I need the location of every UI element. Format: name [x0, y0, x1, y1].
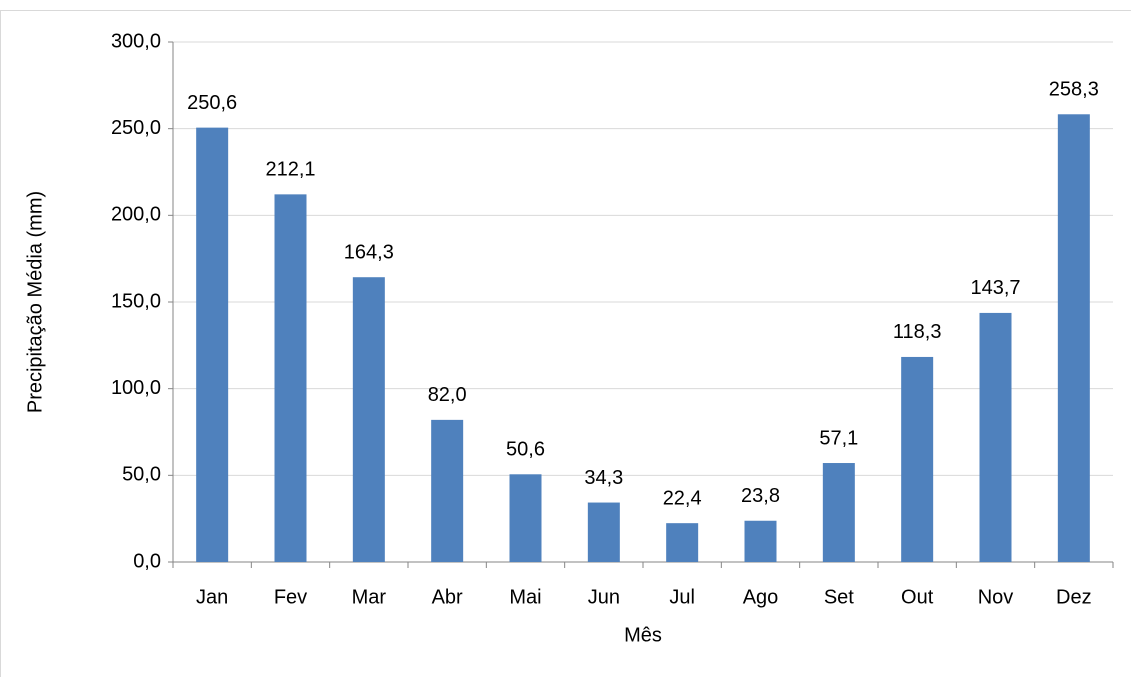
y-tick-label: 100,0 [111, 377, 161, 399]
x-tick-label: Dez [1056, 586, 1092, 608]
y-tick-label: 250,0 [111, 117, 161, 139]
bar [744, 520, 777, 562]
y-axis-title: Precipitação Média (mm) [24, 191, 46, 413]
data-label: 23,8 [741, 485, 780, 507]
chart-border [0, 10, 1131, 677]
x-tick-label: Out [901, 586, 934, 608]
data-label: 57,1 [819, 427, 858, 449]
bar [666, 523, 699, 562]
bar [352, 277, 385, 562]
data-label: 50,6 [506, 439, 545, 461]
bar [822, 463, 855, 562]
bar [901, 356, 934, 562]
data-label: 22,4 [663, 487, 702, 509]
data-label: 164,3 [344, 241, 394, 263]
data-label: 34,3 [584, 467, 623, 489]
data-label: 258,3 [1049, 79, 1099, 101]
y-tick-label: 50,0 [122, 464, 161, 486]
bar [979, 312, 1012, 562]
data-label: 82,0 [428, 384, 467, 406]
bar [196, 127, 229, 563]
x-tick-label: Ago [743, 586, 779, 608]
y-tick-label: 300,0 [111, 30, 161, 52]
x-tick-label: Abr [432, 586, 463, 608]
bar [274, 194, 307, 563]
x-tick-label: Fev [274, 586, 307, 608]
bar [509, 474, 542, 562]
data-label: 143,7 [970, 277, 1020, 299]
x-axis-title: Mês [624, 624, 662, 646]
y-tick-label: 200,0 [111, 204, 161, 226]
x-tick-label: Mar [352, 586, 387, 608]
x-tick-label: Jul [669, 586, 695, 608]
data-label: 250,6 [187, 92, 237, 114]
x-tick-label: Nov [978, 586, 1014, 608]
bar [431, 419, 464, 562]
data-label: 212,1 [265, 159, 315, 181]
bar [587, 502, 620, 562]
x-tick-label: Set [824, 586, 854, 608]
data-label: 118,3 [893, 321, 942, 343]
x-tick-label: Jan [196, 586, 228, 608]
x-tick-label: Jun [588, 586, 620, 608]
bar [1057, 114, 1090, 562]
y-tick-label: 150,0 [111, 290, 161, 312]
y-tick-label: 0,0 [133, 550, 161, 572]
x-tick-label: Mai [509, 586, 541, 608]
